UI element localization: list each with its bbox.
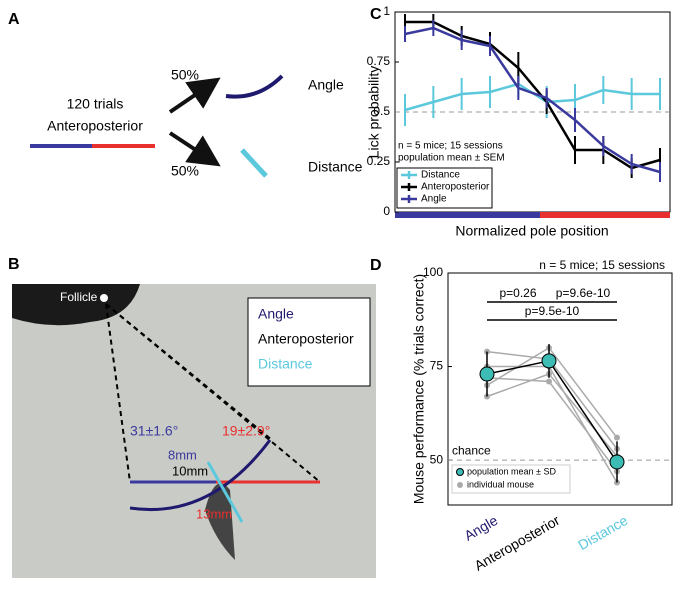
follicle-dot	[100, 294, 108, 302]
distance-icon	[240, 148, 268, 178]
panel-label: B	[8, 256, 20, 273]
y-tick-label: 50	[430, 452, 444, 466]
length-label: 13mm	[196, 506, 232, 521]
angle-label: 31±1.6°	[130, 423, 178, 439]
panel-label: A	[8, 11, 20, 28]
annotation: n = 5 mice; 15 sessions	[539, 258, 665, 272]
legend-text: Distance	[421, 170, 460, 181]
series-line	[404, 26, 661, 174]
y-tick-label: 0	[383, 204, 390, 218]
y-tick-label: 0.25	[367, 154, 391, 168]
series-line	[404, 82, 660, 112]
mouse-dot	[546, 378, 552, 385]
x-label: Normalized pole position	[455, 223, 608, 239]
mean-dot	[609, 454, 625, 470]
panel-b: B Follicle Angle Anteroposterior Distanc…	[8, 256, 376, 578]
angle-icon	[225, 74, 284, 99]
dashed-line	[105, 303, 131, 483]
outcome-text: Distance	[308, 159, 363, 175]
angle-arc	[129, 439, 272, 512]
distance-line	[206, 461, 244, 523]
pole-shadow	[205, 483, 235, 560]
p-value: p=9.5e-10	[525, 304, 580, 318]
category-label: Distance	[575, 512, 630, 553]
mean-dot	[479, 366, 495, 382]
y-tick-label: 0.5	[373, 104, 390, 118]
panel-label: D	[370, 257, 382, 274]
legend-text: Anteroposterior	[421, 182, 490, 193]
panel-label: C	[370, 6, 382, 23]
y-label: Mouse performance (% trials correct)	[411, 274, 427, 504]
annotation: population mean ± SEM	[398, 153, 505, 164]
y-tick-label: 0.75	[367, 54, 391, 68]
chance-label: chance	[452, 443, 491, 457]
legend-text: population mean ± SD	[467, 466, 556, 476]
legend-text: Angle	[421, 194, 447, 205]
follicle-label: Follicle	[60, 290, 98, 304]
mean-dot	[541, 353, 557, 369]
p-value: p=9.6e-10	[556, 286, 611, 300]
y-label: Lick probability	[366, 66, 382, 159]
y-tick-label: 1	[383, 4, 390, 18]
y-tick-label: 100	[423, 265, 443, 279]
legend-box	[451, 464, 571, 494]
legend-text: Angle	[258, 306, 294, 322]
legend-text: individual mouse	[467, 479, 534, 489]
angle-label: 19±2.9°	[222, 423, 270, 439]
split-text: 50%	[171, 163, 199, 179]
condition-text: Anteroposterior	[47, 118, 143, 134]
p-value: p=0.26	[499, 286, 536, 300]
arrow	[168, 77, 221, 114]
trials-text: 120 trials	[67, 96, 124, 112]
mouse-dot	[614, 434, 620, 441]
length-label: 8mm	[168, 447, 197, 462]
split-text: 50%	[171, 67, 199, 83]
arrow	[168, 131, 221, 167]
legend-box	[247, 297, 371, 387]
category-label: Angle	[461, 512, 500, 544]
annotation: n = 5 mice; 15 sessions	[398, 141, 503, 152]
legend-text: Anteroposterior	[258, 331, 354, 347]
dashed-line	[105, 303, 321, 483]
mouse-line	[486, 377, 618, 472]
outcome-text: Angle	[308, 77, 344, 93]
plot-frame	[447, 272, 673, 506]
series-line	[405, 20, 661, 170]
legend-swatch	[456, 468, 464, 476]
legend-text: Distance	[258, 356, 313, 372]
legend-swatch	[457, 482, 463, 488]
panel-a: A 120 trials Anteroposterior 50% 50% Ang…	[8, 11, 363, 178]
y-tick-label: 75	[430, 359, 444, 373]
length-label: 10mm	[172, 463, 208, 478]
